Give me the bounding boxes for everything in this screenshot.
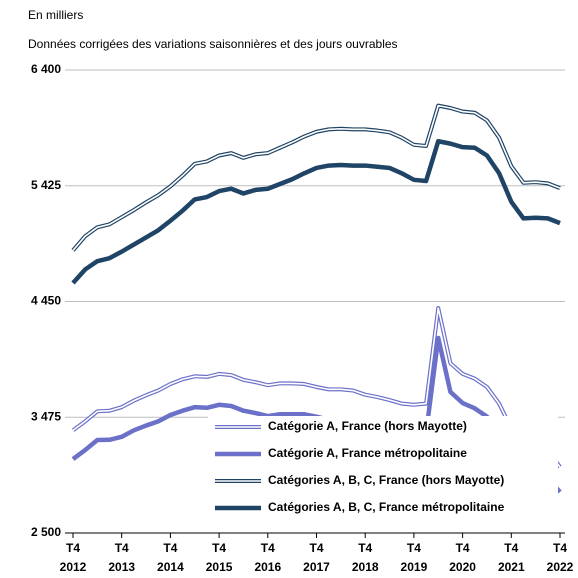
chart-subtitle: Données corrigées des variations saisonn…	[28, 37, 398, 51]
x-tick-label: T4 2015	[206, 541, 233, 574]
x-tick-label: T4 2012	[60, 541, 87, 574]
series-line	[71, 138, 561, 285]
x-tick-label: T4 2022	[547, 541, 574, 574]
legend-label: Catégorie A, France métropolitaine	[268, 446, 467, 460]
series-line-inner	[72, 104, 561, 251]
y-tick-label: 3 475	[31, 409, 61, 423]
y-tick-label: 2 500	[31, 525, 61, 539]
y-tick-label: 4 450	[31, 294, 61, 308]
series-line-inner	[72, 307, 561, 468]
x-tick-label: T4 2014	[157, 541, 184, 574]
y-tick-label: 5 425	[31, 178, 61, 192]
series-line-outline	[71, 103, 561, 252]
legend-label: Catégories A, B, C, France (hors Mayotte…	[268, 473, 504, 487]
legend-box	[208, 416, 558, 519]
x-tick-label: T4 2021	[498, 541, 525, 574]
legend-label: Catégorie A, France (hors Mayotte)	[268, 419, 467, 433]
x-tick-label: T4 2018	[352, 541, 379, 574]
y-tick-label: 6 400	[31, 62, 61, 76]
x-tick-label: T4 2017	[303, 541, 330, 574]
x-tick-label: T4 2019	[401, 541, 428, 574]
x-tick-label: T4 2013	[108, 541, 135, 574]
chart-title: En milliers	[28, 8, 83, 22]
x-tick-label: T4 2020	[449, 541, 476, 574]
legend-label: Catégories A, B, C, France métropolitain…	[268, 500, 505, 514]
x-tick-label: T4 2016	[254, 541, 281, 574]
